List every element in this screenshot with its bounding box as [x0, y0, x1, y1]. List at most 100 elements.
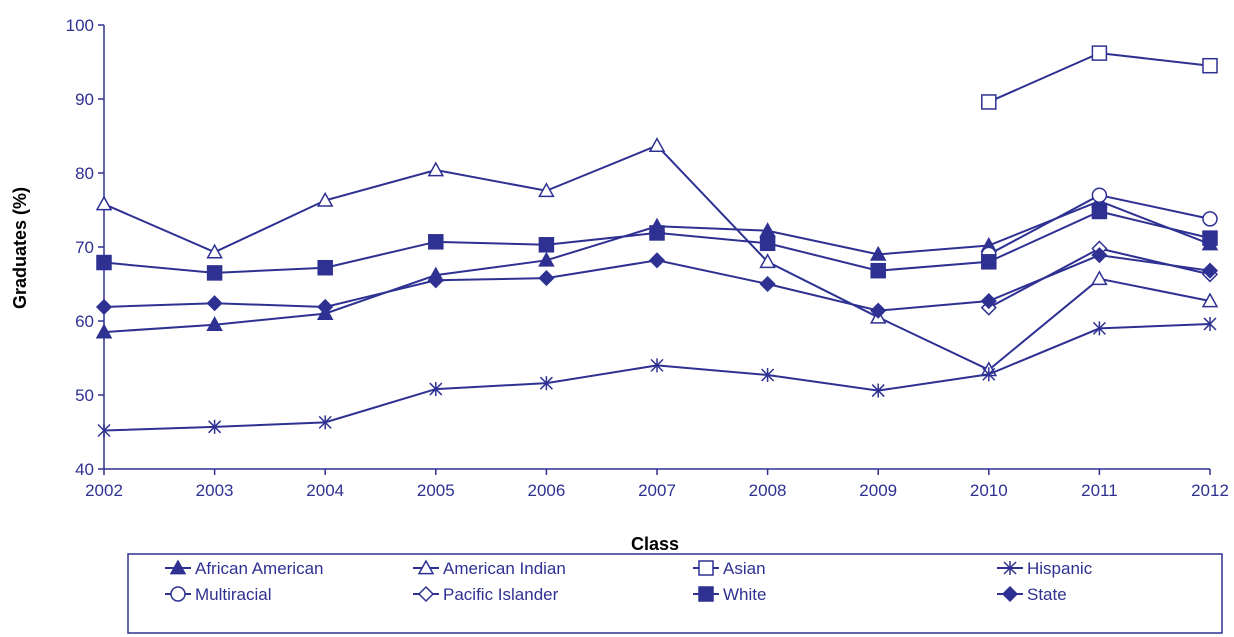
asterisk-marker	[1092, 321, 1106, 336]
triangle-marker	[538, 251, 555, 267]
square-marker	[759, 235, 776, 252]
triangle-marker	[538, 182, 555, 198]
legend-box	[127, 553, 1223, 634]
square-marker	[1091, 45, 1108, 61]
series-line	[103, 322, 1211, 432]
diamond-marker	[427, 272, 444, 289]
asterisk-marker	[539, 376, 553, 391]
x-tick-label: 2010	[970, 481, 1008, 500]
x-axis-title: Class	[631, 534, 679, 554]
diamond-marker	[206, 295, 223, 312]
square-marker	[981, 254, 997, 270]
y-axis-title: Graduates (%)	[10, 187, 30, 309]
triangle-marker	[427, 161, 445, 177]
asterisk-marker	[871, 383, 885, 398]
square-marker	[649, 225, 665, 241]
diamond-marker	[417, 585, 435, 603]
triangle-marker	[648, 137, 666, 152]
series-layer	[95, 45, 1219, 438]
legend: African American American Indian Asian Hisp…	[127, 553, 1223, 634]
asterisk-marker	[318, 415, 332, 430]
x-tick-label: 2006	[527, 481, 565, 500]
diamond-marker	[870, 302, 887, 319]
legend-label: White	[723, 585, 766, 604]
series-hispanic	[97, 316, 1217, 438]
asterisk-marker	[982, 367, 996, 382]
square-marker	[981, 94, 997, 110]
diamond-marker	[980, 292, 997, 310]
y-tick-label: 70	[75, 238, 94, 257]
chart-axes: 40 50 60 70 80 90 100 2002 2003 2004 2005 2006 2007 2…	[66, 16, 1229, 500]
square-marker	[317, 259, 333, 276]
diamond-marker	[95, 298, 113, 316]
square-marker	[698, 560, 714, 576]
asterisk-marker	[429, 382, 443, 397]
asterisk-marker	[97, 423, 111, 438]
square-marker	[428, 234, 444, 250]
legend-label: African American	[195, 559, 324, 578]
legend-item: African American	[165, 559, 324, 578]
triangle-marker	[206, 316, 223, 332]
x-tick-label: 2012	[1191, 481, 1229, 500]
x-tick-label: 2009	[859, 481, 897, 500]
x-tick-label: 2002	[85, 481, 123, 500]
asterisk-marker	[761, 368, 775, 383]
legend-label: Hispanic	[1027, 559, 1093, 578]
triangle-marker	[1091, 270, 1108, 286]
square-marker	[870, 262, 886, 279]
circle-marker	[1202, 211, 1218, 227]
x-tick-label: 2005	[417, 481, 455, 500]
circle-marker	[170, 586, 186, 602]
diamond-marker	[648, 252, 666, 269]
diamond-marker	[1201, 262, 1219, 279]
diamond-marker	[759, 275, 776, 293]
legend-item: Hispanic	[997, 559, 1093, 578]
legend-item: State	[997, 585, 1067, 604]
triangle-marker	[95, 195, 113, 211]
triangle-marker	[95, 323, 113, 339]
legend-item: White	[693, 585, 766, 604]
triangle-marker	[869, 245, 887, 261]
series-state	[95, 247, 1219, 319]
triangle-marker	[169, 559, 187, 575]
y-tick-label: 40	[75, 460, 94, 479]
x-tick-label: 2007	[638, 481, 676, 500]
square-marker	[1091, 203, 1108, 220]
diamond-marker	[538, 270, 555, 287]
legend-label: Multiracial	[195, 585, 272, 604]
series-white	[96, 203, 1218, 281]
triangle-marker	[206, 243, 223, 259]
triangle-marker	[417, 559, 435, 575]
square-marker	[1202, 230, 1218, 246]
triangle-marker	[1201, 292, 1219, 308]
x-tick-label: 2008	[749, 481, 787, 500]
legend-item: Multiracial	[165, 585, 272, 604]
legend-label: American Indian	[443, 559, 566, 578]
diamond-marker	[1001, 585, 1019, 603]
triangle-marker	[316, 191, 334, 207]
diamond-marker	[1091, 247, 1108, 264]
legend-label: Pacific Islander	[443, 585, 559, 604]
y-tick-label: 50	[75, 386, 94, 405]
legend-item: American Indian	[413, 559, 566, 578]
y-tick-label: 60	[75, 312, 94, 331]
legend-item: Pacific Islander	[413, 585, 559, 604]
y-tick-label: 100	[66, 16, 94, 35]
square-marker	[96, 254, 112, 271]
diamond-marker	[317, 298, 334, 316]
series-asian	[981, 45, 1218, 110]
legend-label: Asian	[723, 559, 766, 578]
x-tick-label: 2011	[1081, 481, 1118, 500]
legend-item: Asian	[693, 559, 766, 578]
x-tick-label: 2003	[196, 481, 234, 500]
triangle-marker	[759, 253, 776, 269]
x-tick-label: 2004	[306, 481, 344, 500]
legend-label: State	[1027, 585, 1067, 604]
asterisk-marker	[1003, 561, 1017, 575]
asterisk-marker	[1203, 316, 1217, 331]
square-marker	[1202, 57, 1218, 74]
square-marker	[698, 586, 714, 602]
circle-marker	[1091, 187, 1108, 203]
y-tick-label: 90	[75, 90, 94, 109]
